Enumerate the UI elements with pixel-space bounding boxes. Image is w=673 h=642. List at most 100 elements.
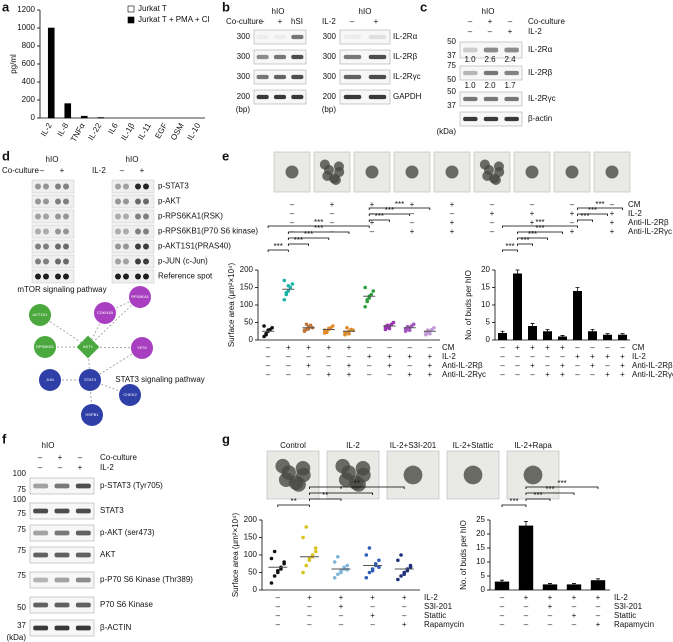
sign: – — [387, 370, 392, 379]
sign: + — [140, 166, 145, 175]
sign: + — [407, 352, 412, 361]
organoid — [285, 165, 299, 179]
sign: – — [515, 361, 520, 370]
blot — [31, 239, 75, 254]
blot — [31, 179, 75, 194]
size-marker: (bp) — [322, 105, 337, 114]
y-tick-label: 400 — [22, 77, 36, 86]
image-frame — [433, 151, 471, 193]
sign: – — [428, 343, 433, 352]
ratio: 2.4 — [504, 55, 516, 64]
node — [94, 302, 116, 324]
data-point — [286, 283, 291, 288]
band — [54, 483, 70, 489]
size-marker: (kDa) — [436, 127, 456, 136]
x-tick-label: IL-10 — [185, 121, 202, 142]
error-bar — [620, 333, 625, 335]
sign: + — [530, 218, 535, 227]
sign: + — [370, 593, 375, 602]
band — [291, 74, 304, 80]
y-tick-label: 50 — [248, 568, 257, 577]
size-marker: 300 — [237, 72, 251, 81]
sig-bracket — [309, 492, 373, 495]
y-tick-label: 0 — [253, 585, 258, 594]
sign: – — [290, 200, 295, 209]
sign: – — [490, 227, 495, 236]
band — [54, 508, 70, 514]
sign: + — [545, 343, 550, 352]
data-point — [301, 570, 305, 575]
data-point — [276, 570, 280, 575]
sig-label: * — [339, 485, 342, 494]
blot — [111, 224, 155, 239]
blot — [339, 69, 391, 85]
bar — [494, 581, 510, 590]
blot — [31, 194, 75, 209]
sign: + — [560, 343, 565, 352]
sign: – — [575, 343, 580, 352]
size-marker: 37 — [447, 101, 456, 110]
organoid — [493, 161, 504, 172]
size-marker: 50 — [447, 75, 456, 84]
band — [75, 602, 91, 608]
bar — [573, 291, 582, 340]
panel-label: b — [222, 0, 230, 14]
sig-bracket — [287, 231, 350, 234]
size-marker: 300 — [237, 52, 251, 61]
data-point — [396, 577, 400, 582]
organoid — [319, 159, 330, 170]
bar — [64, 103, 72, 119]
sign: – — [286, 370, 291, 379]
sign: + — [570, 209, 575, 218]
header: hIO — [359, 7, 372, 16]
x-tick-label: IL-22 — [86, 121, 103, 142]
spot — [115, 183, 121, 190]
blot — [339, 29, 391, 45]
node-label: RPS6KB1 — [36, 344, 55, 349]
band — [291, 94, 304, 100]
spot-label: p-RPS6KB1(P70 S6 kinase) — [158, 227, 258, 236]
sign: – — [500, 593, 505, 602]
sig-bracket — [267, 249, 289, 252]
node-label: AKT1 — [83, 344, 94, 349]
data-point — [262, 324, 266, 328]
data-point — [399, 553, 403, 557]
data-point — [373, 561, 378, 566]
sign: – — [548, 611, 553, 620]
legend-label: Jurkat T + PMA + CI — [138, 15, 210, 24]
data-point — [313, 549, 318, 554]
band — [291, 54, 304, 60]
sign: – — [490, 200, 495, 209]
sign: + — [428, 361, 433, 370]
blot — [111, 254, 155, 269]
node-label: HSPB1 — [85, 412, 99, 417]
row-label: IL-2 — [100, 463, 114, 472]
spot — [143, 213, 149, 220]
organoid — [405, 165, 419, 179]
data-point — [332, 560, 337, 564]
sig-label: *** — [533, 491, 542, 500]
sign: + — [326, 343, 331, 352]
header: hIO — [42, 441, 55, 450]
panel-label: a — [2, 0, 10, 14]
spot — [35, 183, 41, 190]
organoid — [365, 165, 379, 179]
data-point — [377, 558, 381, 563]
node — [129, 286, 151, 308]
size-marker: 50 — [447, 37, 456, 46]
sign: + — [60, 166, 65, 175]
y-tick-label: 200 — [22, 95, 36, 104]
data-point — [365, 297, 370, 302]
y-axis-label: Surface area (μm²×10⁴) — [231, 513, 240, 598]
spot — [63, 183, 69, 190]
data-point — [385, 323, 390, 328]
band — [54, 625, 70, 631]
band — [54, 530, 70, 536]
node-label: AKT1S1 — [33, 312, 49, 317]
spot-label: p-RPS6KA1(RSK) — [158, 212, 223, 221]
band — [33, 552, 49, 558]
sign: + — [428, 370, 433, 379]
sig-bracket — [267, 225, 370, 228]
sign: + — [347, 343, 352, 352]
sign: – — [575, 370, 580, 379]
